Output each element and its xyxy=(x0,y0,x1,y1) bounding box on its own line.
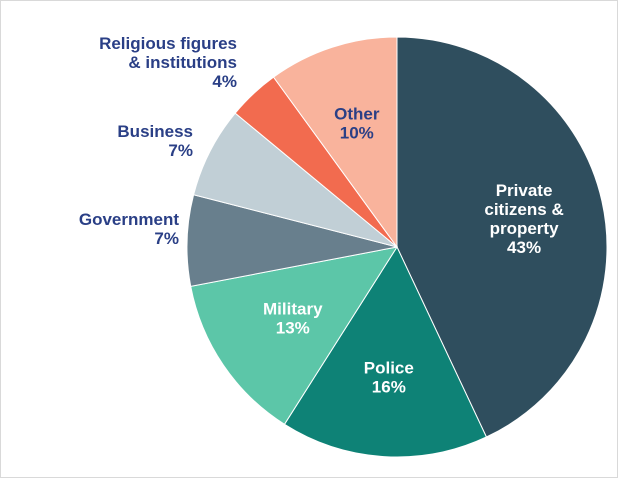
slice-label-private-citizens-property: Private citizens & property 43% xyxy=(484,181,563,257)
pie-slice-military xyxy=(190,246,399,425)
slice-label-government: Government 7% xyxy=(79,210,179,248)
slice-name-label: Business xyxy=(117,122,193,141)
slice-value-label: 13% xyxy=(276,318,310,337)
slice-label-business: Business 7% xyxy=(117,122,193,160)
slice-name-label: Government xyxy=(79,210,179,229)
slice-name-label: property xyxy=(490,219,560,238)
slice-name-label: Other xyxy=(334,105,380,124)
slice-label-police: Police 16% xyxy=(364,358,414,396)
slice-label-military: Military 13% xyxy=(263,299,323,337)
slice-value-label: 16% xyxy=(372,377,406,396)
slice-label-religious-figures-institutions: Religious figures & institutions 4% xyxy=(99,34,237,91)
slice-name-label: Military xyxy=(263,299,323,318)
slice-value-label: 10% xyxy=(340,124,374,143)
slice-value-label: 43% xyxy=(507,238,541,257)
pie-slice-other xyxy=(272,36,398,249)
pie-slice-police xyxy=(283,245,488,458)
pie-labels: Private citizens & property 43% Police 16% Mil… xyxy=(79,34,564,396)
slice-value-label: 7% xyxy=(168,141,193,160)
slice-value-label: 4% xyxy=(212,72,237,91)
slice-name-label: Private xyxy=(496,181,553,200)
slice-name-label: Police xyxy=(364,358,414,377)
pie-slice-private-citizens-property xyxy=(396,36,608,438)
slice-label-other: Other 10% xyxy=(334,105,380,143)
slice-name-label: Religious figures xyxy=(99,34,237,53)
slice-value-label: 7% xyxy=(154,229,179,248)
pie-slices xyxy=(186,36,608,458)
slice-name-label: & institutions xyxy=(128,53,237,72)
slice-name-label: citizens & xyxy=(484,200,563,219)
